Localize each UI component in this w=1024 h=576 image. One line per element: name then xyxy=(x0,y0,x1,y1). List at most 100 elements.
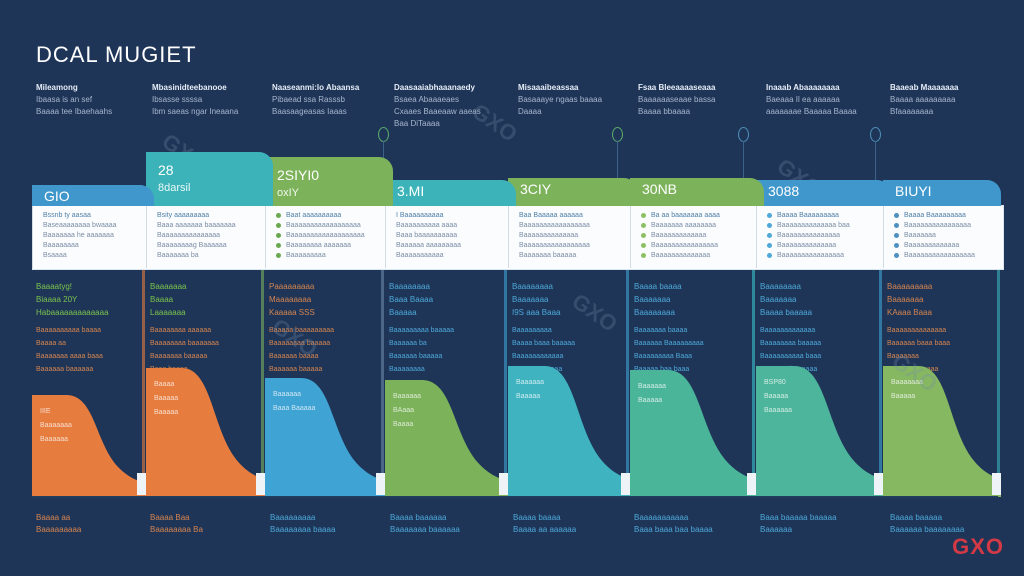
card-line: Baaaaaaaaaaaaaa baa xyxy=(767,221,884,231)
card-line-text: Baaaaaaaaaaaaaa baa xyxy=(777,222,850,229)
bottom-note: Baaaaaaaaa Baaaaaaaa baaaa xyxy=(270,512,335,536)
card-line-text: Baaaaaaa baaaaa xyxy=(519,252,577,259)
pin-icon xyxy=(612,127,623,142)
top-note: Daasaaiabhaaanaedy Bsaea Abaaaeaes Cxaaes … xyxy=(394,82,504,130)
top-note-line: Bfaaaaaaaa xyxy=(890,107,934,116)
bottom-note-line: Baaaa Baa xyxy=(150,513,190,522)
column-header-title: 30NB xyxy=(642,181,678,197)
info-card: Baa Baaaaa aaaaaa Baaaaaaaaaaaaaaaaa Baaaa… xyxy=(508,205,631,268)
top-note-line: Baasaageasas Iaaas xyxy=(272,107,347,116)
top-note-line: Baaaa bbaaaa xyxy=(638,107,691,116)
card-line-text: Baaaaaaa xyxy=(904,232,936,239)
wave-text: BSP80 xyxy=(764,379,786,386)
card-line-text: Baaaaaaaaaaaaaaaa xyxy=(777,252,844,259)
card-line: Baaaaaaaaaaaaaaa xyxy=(157,231,266,241)
column-text-body: Baaaaaaa xyxy=(887,353,919,360)
bottom-note-line: Baaaaaaaa Ba xyxy=(150,525,203,534)
info-card: Baat aaaaaaaaaa Baaaaaaaaaaaaaaaaaa Baaaaa… xyxy=(265,205,386,268)
bottom-note-line: Baaaaaaaa baaaa xyxy=(270,525,336,534)
card-line-text: Baaaaaaaaaaaaaaaaa xyxy=(519,222,590,229)
card-line-text: Baaaaaaaaaa aaaa xyxy=(396,222,458,229)
bottom-note-line: Baaaaaaaaaaa xyxy=(634,513,689,522)
bullet-icon xyxy=(894,252,899,258)
top-note-line: Cxaaes Baaeaaw aaeas xyxy=(394,107,481,116)
card-line-text: I Baaaaaaaaaa xyxy=(396,212,444,219)
card-line: Baaaaaaaaaaaaaa xyxy=(767,241,884,251)
column-text-title: Baaaa baaaaa xyxy=(760,308,813,317)
bullet-icon xyxy=(894,232,899,238)
column-header: 3.MI xyxy=(385,180,516,206)
card-line: Baaaaaaaaa xyxy=(276,251,386,261)
column-header: 2SIYI0 oxIY xyxy=(265,157,393,206)
wave-panel: Baaaaaaa Baaaaa xyxy=(883,366,1001,497)
wave-panel: Baaaaaa Baaaaa xyxy=(630,370,756,497)
column-text-title: KAaaa Baaa xyxy=(887,308,932,317)
column-header-title: 3.MI xyxy=(397,183,425,199)
top-note-line: Baaaa aaaaaaaaa xyxy=(890,95,956,104)
wave-text: IIIE xyxy=(40,408,51,415)
top-note-line: Baeaaa Il ea aaaaaa xyxy=(766,95,840,104)
card-line-text: Bsity aaaaaaaaa xyxy=(157,212,210,219)
column-text-body: Baaaaaaa baaaa xyxy=(634,327,688,334)
wave-text: Baaaaa xyxy=(891,393,916,400)
column-divider xyxy=(879,270,882,496)
column-text-body: Baaaaaaaaaa baaaa xyxy=(36,327,102,334)
card-line-text: Baaaaaaaaaaaaa xyxy=(904,242,960,249)
column-text-title: Habaaaaaaaaaaaaa xyxy=(36,308,109,317)
bottom-note-line: Baaaaaaaaa xyxy=(270,513,316,522)
column-text-body: Baaaaaaaa xyxy=(389,366,425,373)
card-line: Baaaaaaaaaaaaa xyxy=(894,241,1002,251)
column-text-block: Baaaaaaaa Baaaaaaa Baaaa baaaaa Baaaaaaaaaa… xyxy=(760,280,865,375)
wave-text: Baaaaa xyxy=(154,409,179,416)
column-text-title: Biaaaa 20Y xyxy=(36,295,78,304)
bottom-note: Baaaa baaaa Baaaa aa aaaaaa xyxy=(513,512,576,536)
card-line: Baaaaaaaaaaaaaaaa xyxy=(894,221,1002,231)
column-header: 3088 xyxy=(756,180,891,206)
spacer xyxy=(389,319,494,323)
card-line-text: Ba aa baaaaaaa aaaa xyxy=(651,212,720,219)
bullet-icon xyxy=(767,222,772,228)
top-notes: Mileamong Ibaasa is an sef Baaaa tee Ibaeh… xyxy=(0,82,1024,132)
card-line-text: Baaaaaaaaaaaaa xyxy=(651,232,707,239)
top-note-line: Baaaaaaseaae bassa xyxy=(638,95,716,104)
spacer xyxy=(36,319,141,323)
card-line: Baaaaaaa ba xyxy=(157,251,266,261)
column-divider xyxy=(504,270,507,496)
card-line-text: Baaaaaaaaa xyxy=(286,252,326,259)
column-text-title: Baaaaaaaa xyxy=(389,282,430,291)
column-text-title: Baaaaaaaa xyxy=(512,282,553,291)
card-line: Baaa baaaaaaaaaa xyxy=(396,231,509,241)
card-line: Baaaa Baaaaaaaaa xyxy=(767,211,884,221)
bottom-note-line: Baaaaaa xyxy=(760,525,793,534)
card-line: Ba aa baaaaaaa aaaa xyxy=(641,211,757,221)
top-note-line: Baa DiTaaaa xyxy=(394,119,440,128)
bullet-icon xyxy=(894,222,899,228)
top-note: Fsaa Bleeaaaaseaaa Baaaaaaseaae bassa Baaa… xyxy=(638,82,748,118)
info-card: Baaaa Baaaaaaaaa Baaaaaaaaaaaaaa baa Baaaa… xyxy=(756,205,884,268)
column-text-block: Baaaaaaa Baaaa Laaaaaaa Baaaaaaaa aaaaaa Baa… xyxy=(150,280,255,375)
info-card: Bssnb ty aasaa Baseaaaaaaaa bwaaaa Baaaaaa… xyxy=(32,205,147,268)
column-text-body: Baaaaaa baaaaa xyxy=(389,353,443,360)
bullet-icon xyxy=(767,232,772,238)
card-line: Baaaa Baaaaaaaaa xyxy=(894,211,1002,221)
top-note-heading: Fsaa Bleeaaaaseaaa xyxy=(638,83,716,92)
pin-line xyxy=(743,141,744,181)
card-line-text: Baaaaaaaaaaa xyxy=(396,252,444,259)
bullet-icon xyxy=(767,252,772,258)
wave-text: Baaaaa xyxy=(638,397,663,404)
column-text-body: Baaaaaaaaa Baaa xyxy=(634,353,692,360)
card-line-text: Baseaaaaaaaa bwaaaa xyxy=(43,222,117,229)
top-note-line: Daaaa xyxy=(518,107,542,116)
column-text-body: Baaaaaaaa aaaaaa xyxy=(150,327,212,334)
column-text-body: Baaaaaa baaaaaa xyxy=(36,366,94,373)
column-text-title: Baaaaa xyxy=(389,308,417,317)
bottom-note: Baaaa baaaaaa Baaaaaaa baaaaaa xyxy=(390,512,460,536)
wave-foot-marker xyxy=(256,473,265,495)
column-text-body: Baaaaaaa aaaa baaa xyxy=(36,353,103,360)
column-header-title: BIUYI xyxy=(895,183,932,199)
column-text-body: Baaaaaa baaa baaa xyxy=(887,340,951,347)
pin-line xyxy=(875,141,876,181)
wave-text: Baaaaa xyxy=(516,393,541,400)
card-line: Baaaaaaaaaaaaaaaaaaa xyxy=(276,231,386,241)
top-note-line: Baaaa tee Ibaehaahs xyxy=(36,107,113,116)
